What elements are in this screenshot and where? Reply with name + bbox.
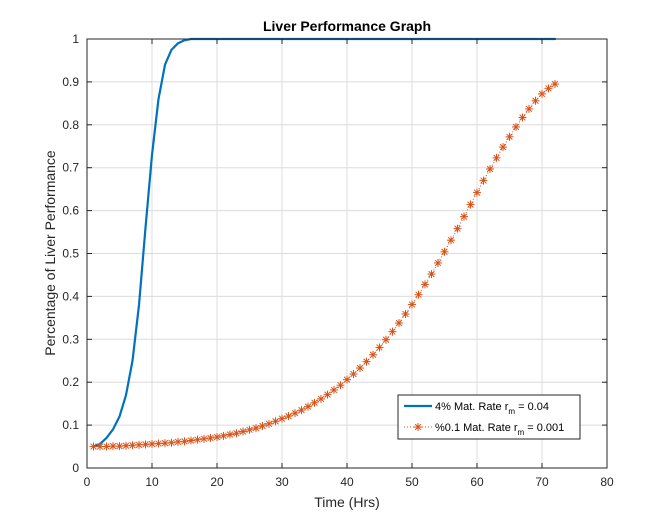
legend: 4% Mat. Rate rm = 0.04 %0.1 Mat. Rate rm…	[397, 394, 581, 440]
series-2-point	[544, 84, 553, 93]
series-2-point	[453, 224, 462, 233]
legend-marker-series-2	[414, 423, 422, 431]
y-tick-label: 0.9	[62, 75, 79, 89]
series-2-point	[330, 385, 338, 394]
series-2-point	[401, 309, 410, 318]
legend-label-series-2: %0.1 Mat. Rate rm = 0.001	[435, 422, 564, 437]
y-tick-label: 0.6	[62, 204, 79, 218]
series-2-point	[213, 433, 221, 442]
series-2-point	[408, 300, 416, 309]
x-tick-label: 10	[145, 475, 159, 489]
series-2-point	[310, 398, 319, 407]
x-tick-label: 40	[340, 475, 354, 489]
y-tick-label: 0.5	[62, 247, 79, 261]
series-2-point	[291, 409, 299, 418]
y-tick-label: 0.4	[62, 289, 79, 303]
series-2-point	[323, 390, 332, 399]
series-2-point	[414, 290, 423, 299]
series-2-point	[239, 427, 247, 436]
series-2-point	[356, 364, 364, 373]
series-2-point	[512, 122, 520, 131]
series-2-point	[499, 143, 507, 152]
y-tick-label: 0.1	[62, 418, 79, 432]
x-tick-label: 50	[405, 475, 419, 489]
series-2-point	[421, 280, 429, 289]
series-2-point	[336, 381, 345, 390]
series-2-point	[473, 188, 481, 197]
tick-labels: 0 10 20 30 40 50 60 70 80 0 0.1 0.2 0.3 0.4 0.5 0.6 0.7 0…	[62, 32, 614, 489]
series-2-point	[369, 350, 377, 359]
series-2-point	[505, 132, 514, 141]
series-2-point	[466, 200, 475, 209]
y-tick-label: 0	[72, 461, 79, 475]
series-2-point	[486, 164, 494, 173]
series-2-point	[278, 414, 286, 423]
series-2-point	[174, 437, 182, 446]
series-2-point	[226, 430, 234, 439]
series-2-point	[109, 442, 117, 451]
series-2-point	[96, 442, 104, 451]
series-2-point	[252, 424, 260, 433]
series-2-point	[551, 80, 559, 89]
series-2-point	[388, 327, 397, 336]
series-2-point	[382, 335, 390, 344]
series-2-point	[245, 425, 254, 434]
series-2-point	[460, 212, 468, 221]
y-tick-label: 0.2	[62, 375, 79, 389]
series-2-point	[395, 318, 403, 327]
series-2-point	[434, 258, 442, 267]
series-2-point	[297, 406, 306, 415]
series-2-point	[479, 176, 488, 185]
series-2-point	[284, 412, 293, 421]
series-2-point	[271, 417, 280, 426]
tick-marks	[86, 38, 608, 469]
series-2-point	[375, 343, 384, 352]
legend-asterisk-series-2	[414, 423, 422, 431]
x-tick-label: 20	[210, 475, 224, 489]
x-axis-title: Time (Hrs)	[314, 494, 380, 510]
x-tick-label: 0	[84, 475, 91, 489]
series-2-point	[219, 431, 228, 440]
series-2-point	[180, 437, 189, 446]
y-tick-label: 0.8	[62, 118, 79, 132]
series-2-point	[122, 441, 130, 450]
series-2-point	[232, 429, 241, 438]
series-2-point	[525, 104, 533, 113]
series-2-point	[362, 357, 371, 366]
y-axis-title: Percentage of Liver Performance	[42, 150, 58, 356]
series-2-point	[304, 402, 312, 411]
series-2-point	[349, 370, 358, 379]
y-tick-label: 0.7	[62, 161, 79, 175]
x-tick-label: 70	[535, 475, 549, 489]
series-2-point	[440, 247, 449, 256]
series-2-point	[531, 96, 540, 105]
series-2-point	[538, 89, 546, 98]
series-2-point	[343, 375, 351, 384]
x-tick-label: 60	[470, 475, 484, 489]
series-2-point	[193, 435, 202, 444]
chart-title: Liver Performance Graph	[263, 18, 431, 34]
series-2-point	[141, 440, 150, 449]
series-2-point	[161, 439, 169, 448]
series-2-point	[200, 434, 208, 443]
series-2-point	[447, 236, 455, 245]
series-2-point	[317, 394, 325, 403]
series-2-point	[265, 419, 273, 428]
series-2-point	[258, 421, 267, 430]
series-2-point	[187, 436, 195, 445]
y-tick-label: 0.3	[62, 332, 79, 346]
series-2-point	[206, 433, 215, 442]
series-2-point	[427, 270, 436, 279]
series-2-point	[102, 442, 111, 451]
legend-box	[397, 394, 581, 440]
series-2-point	[167, 438, 176, 447]
series-2-point	[492, 153, 501, 162]
legend-label-series-1: 4% Mat. Rate rm = 0.04	[435, 401, 549, 416]
x-tick-label: 80	[600, 475, 614, 489]
series-2-point	[89, 442, 98, 451]
x-tick-label: 30	[275, 475, 289, 489]
series-2-point	[518, 113, 527, 122]
y-tick-label: 1	[72, 32, 79, 46]
